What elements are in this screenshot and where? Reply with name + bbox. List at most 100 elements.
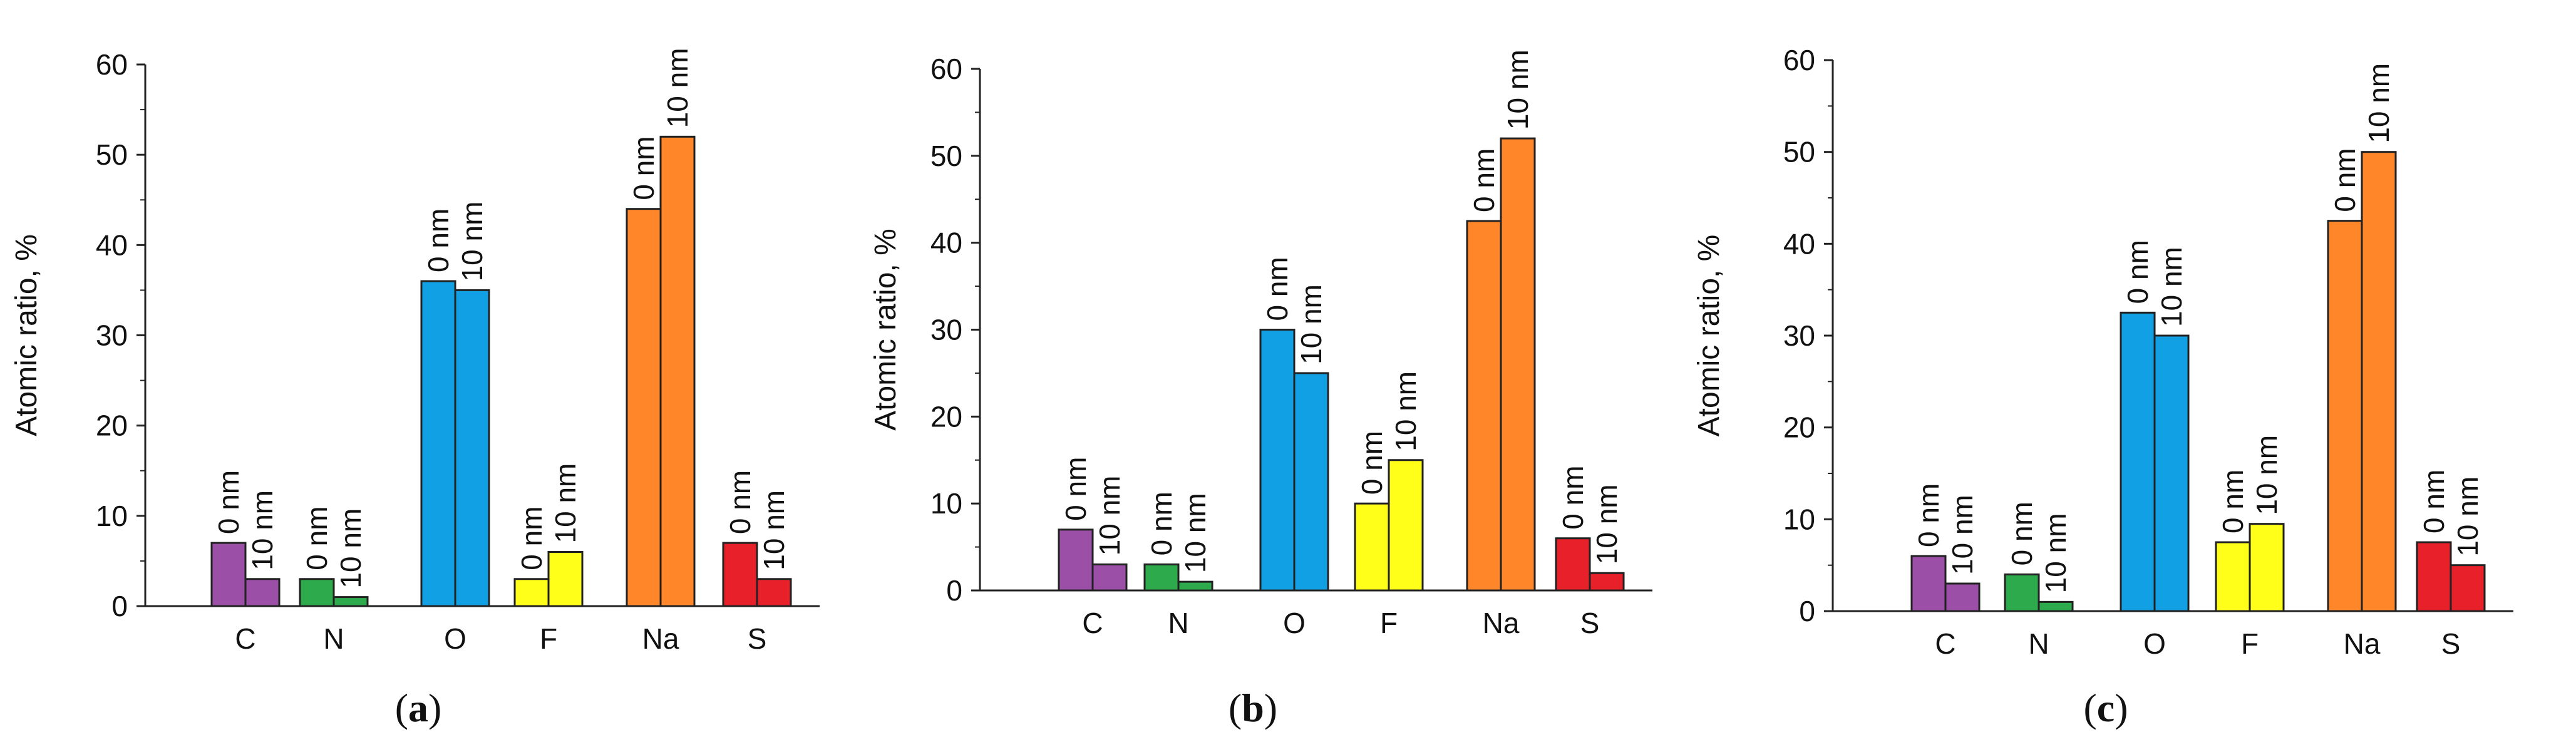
y-tick-label: 60	[1783, 44, 1815, 76]
y-tick-label: 10	[1783, 503, 1815, 535]
y-tick-label: 50	[1783, 136, 1815, 168]
data-label-F-0: 0 nm	[2217, 470, 2249, 533]
data-label-Na-0: 0 nm	[1468, 148, 1500, 212]
data-label-S-0: 0 nm	[1557, 465, 1589, 529]
bar-C-0	[210, 542, 247, 607]
x-category-label: S	[1580, 607, 1600, 639]
bar-N-0	[299, 578, 335, 607]
data-label-O-1: 10 nm	[456, 202, 488, 282]
x-category-label: N	[1168, 607, 1188, 639]
bar-C-1	[1944, 582, 1981, 612]
data-label-S-1: 10 nm	[2451, 476, 2484, 557]
data-label-F-0: 0 nm	[515, 506, 548, 570]
data-label-C-1: 10 nm	[1093, 475, 1126, 555]
x-category-label: O	[2143, 627, 2166, 660]
x-category-label: Na	[642, 622, 679, 655]
y-tick-label: 0	[1799, 595, 1815, 627]
bar-N-0	[2004, 573, 2040, 612]
bar-S-0	[722, 542, 758, 607]
bar-O-1	[1293, 372, 1329, 592]
x-category-label: N	[2028, 627, 2049, 660]
y-axis-title: Atomic ratio, %	[869, 229, 902, 431]
panel-label-c: (c)	[2083, 686, 2128, 730]
bar-C-1	[244, 578, 281, 607]
data-label-S-1: 10 nm	[758, 490, 790, 570]
bar-N-1	[332, 596, 369, 607]
bar-C-1	[1091, 563, 1128, 592]
bar-F-0	[2215, 541, 2251, 612]
data-label-N-0: 0 nm	[301, 506, 333, 570]
bar-F-0	[1354, 502, 1390, 592]
data-label-F-0: 0 nm	[1356, 431, 1388, 495]
bar-F-0	[513, 578, 550, 607]
data-label-C-0: 0 nm	[1912, 483, 1945, 547]
y-tick-label: 40	[1783, 227, 1815, 260]
y-tick-label: 40	[930, 227, 962, 259]
data-label-F-1: 10 nm	[549, 463, 582, 543]
x-category-label: S	[748, 622, 767, 655]
data-label-O-0: 0 nm	[1261, 257, 1294, 321]
x-category-label: Na	[1483, 607, 1520, 639]
y-tick-label: 50	[930, 140, 962, 172]
x-category-label: F	[540, 622, 557, 655]
y-tick-label: 30	[96, 319, 128, 352]
bar-C-0	[1058, 528, 1094, 592]
x-category-label: C	[235, 622, 255, 655]
y-tick-label: 60	[96, 48, 128, 81]
bar-S-1	[1589, 572, 1625, 592]
bar-S-0	[2416, 541, 2452, 612]
x-category-label: F	[2241, 627, 2259, 660]
bar-F-1	[2249, 523, 2285, 612]
x-category-label: O	[1283, 607, 1306, 639]
y-tick-label: 20	[96, 409, 128, 442]
data-label-C-0: 0 nm	[212, 470, 245, 534]
bar-Na-1	[1500, 137, 1536, 592]
bar-Na-0	[2327, 220, 2363, 612]
data-label-S-0: 0 nm	[724, 470, 756, 534]
x-category-label: S	[2441, 627, 2461, 660]
data-label-Na-1: 10 nm	[2362, 63, 2395, 143]
y-tick-label: 0	[111, 590, 128, 622]
y-tick-label: 40	[96, 229, 128, 261]
data-label-N-1: 10 nm	[1179, 493, 1212, 573]
y-tick-label: 20	[1783, 411, 1815, 444]
data-label-Na-1: 10 nm	[661, 48, 694, 128]
data-label-Na-1: 10 nm	[1502, 49, 1534, 130]
data-label-O-0: 0 nm	[2121, 240, 2154, 304]
data-label-F-1: 10 nm	[2250, 435, 2283, 515]
bar-O-0	[2120, 311, 2156, 612]
bar-N-1	[2038, 600, 2074, 612]
x-category-label: O	[444, 622, 466, 655]
y-tick-label: 30	[1783, 319, 1815, 352]
bar-N-0	[1143, 563, 1180, 592]
y-axis-title: Atomic ratio, %	[1692, 235, 1726, 437]
y-tick-label: 10	[96, 500, 128, 532]
data-label-S-0: 0 nm	[2418, 470, 2450, 533]
y-axis-title: Atomic ratio, %	[10, 234, 43, 436]
bar-O-0	[420, 280, 456, 607]
panel-label-a: (a)	[395, 686, 442, 730]
bar-F-1	[1388, 459, 1424, 592]
bar-C-0	[1910, 555, 1947, 612]
data-label-C-0: 0 nm	[1059, 457, 1092, 521]
bar-Na-0	[626, 208, 662, 607]
data-label-O-0: 0 nm	[422, 209, 455, 272]
data-label-O-1: 10 nm	[2155, 247, 2188, 327]
x-category-label: C	[1082, 607, 1103, 639]
y-tick-label: 50	[96, 138, 128, 171]
y-tick-label: 10	[930, 487, 962, 520]
data-label-Na-0: 0 nm	[2329, 148, 2361, 212]
data-label-O-1: 10 nm	[1295, 284, 1327, 364]
bar-Na-0	[1466, 220, 1502, 592]
data-label-N-1: 10 nm	[334, 508, 367, 589]
bar-O-1	[454, 289, 490, 607]
bar-S-0	[1555, 537, 1591, 592]
bar-S-1	[2450, 564, 2486, 612]
bar-S-1	[756, 578, 792, 607]
data-label-C-1: 10 nm	[1946, 495, 1979, 575]
bar-O-1	[2153, 334, 2190, 612]
y-tick-label: 30	[930, 314, 962, 346]
bar-F-1	[547, 551, 584, 607]
